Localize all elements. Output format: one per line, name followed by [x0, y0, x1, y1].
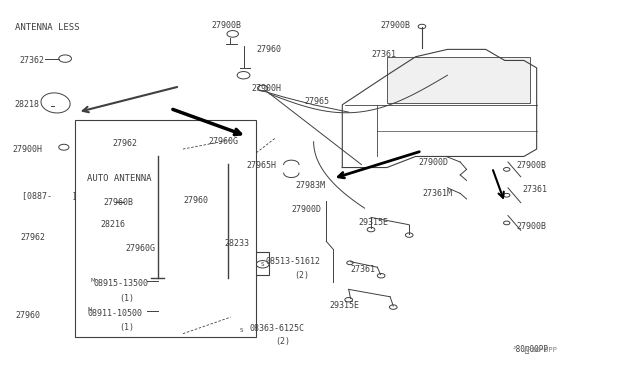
Text: 28233: 28233 — [225, 239, 250, 248]
Text: 08915-13500: 08915-13500 — [94, 279, 148, 288]
Text: 27965H: 27965H — [246, 161, 276, 170]
Text: (1): (1) — [119, 323, 134, 331]
Text: 27960B: 27960B — [103, 198, 133, 207]
Bar — [135, 278, 196, 306]
Text: 28218: 28218 — [14, 100, 39, 109]
Text: 27900H: 27900H — [13, 145, 43, 154]
Text: 28216: 28216 — [100, 220, 125, 229]
Text: S: S — [239, 328, 243, 333]
Text: 27900D: 27900D — [291, 205, 321, 215]
Text: 08513-51612: 08513-51612 — [266, 257, 321, 266]
Text: 27361: 27361 — [351, 264, 376, 273]
Text: 27361: 27361 — [523, 185, 548, 194]
Text: 27900D: 27900D — [419, 157, 449, 167]
Text: 27960: 27960 — [15, 311, 40, 320]
Text: S: S — [261, 262, 264, 267]
Text: 27900H: 27900H — [251, 84, 281, 93]
Text: 08911-10500: 08911-10500 — [88, 309, 143, 318]
Text: AP80*0PP: AP80*0PP — [524, 347, 558, 353]
Text: (1): (1) — [119, 294, 134, 303]
Text: 27900B: 27900B — [516, 222, 547, 231]
Text: 27361: 27361 — [371, 51, 396, 60]
Text: 27362: 27362 — [19, 56, 44, 65]
Bar — [387, 57, 531, 103]
Bar — [215, 129, 250, 144]
Text: AUTO ANTENNA: AUTO ANTENNA — [88, 174, 152, 183]
Text: 27983M: 27983M — [296, 182, 326, 190]
Circle shape — [139, 279, 147, 283]
Text: ᴶ80⁂00PP: ᴶ80⁂00PP — [511, 344, 548, 353]
Text: M: M — [90, 278, 95, 283]
Text: 29315E: 29315E — [330, 301, 360, 311]
Text: 27965: 27965 — [304, 97, 329, 106]
Text: 27900B: 27900B — [212, 21, 242, 30]
Text: 27962: 27962 — [113, 139, 138, 148]
Text: 27960G: 27960G — [125, 244, 156, 253]
Text: 27960: 27960 — [183, 196, 208, 205]
Text: 27960G: 27960G — [209, 137, 239, 146]
Text: N: N — [87, 307, 92, 312]
Bar — [226, 257, 237, 270]
Text: 27900B: 27900B — [381, 21, 410, 30]
Text: 27962: 27962 — [20, 233, 45, 242]
Bar — [100, 199, 111, 204]
Text: 08363-6125C: 08363-6125C — [250, 324, 305, 333]
Text: (2): (2) — [294, 271, 310, 280]
Text: [0887-    ]: [0887- ] — [22, 191, 77, 200]
Text: (2): (2) — [275, 337, 291, 346]
Text: 29315E: 29315E — [358, 218, 388, 227]
Text: 27960: 27960 — [256, 45, 281, 54]
Text: ANTENNA LESS: ANTENNA LESS — [15, 23, 80, 32]
Circle shape — [139, 309, 147, 313]
Circle shape — [248, 320, 252, 322]
Text: 27361M: 27361M — [422, 189, 452, 198]
Text: 27900B: 27900B — [516, 161, 547, 170]
Bar — [236, 253, 269, 275]
Bar — [75, 119, 256, 337]
